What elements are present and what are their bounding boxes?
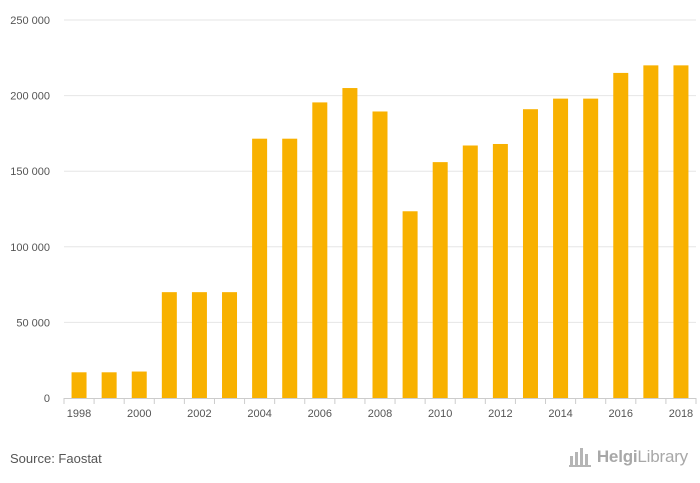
bar[interactable]	[583, 98, 599, 399]
bar[interactable]	[342, 88, 358, 398]
bar[interactable]	[432, 162, 448, 398]
bar[interactable]	[462, 145, 478, 398]
y-tick-label: 100 000	[10, 242, 50, 254]
x-tick-label: 2006	[308, 408, 332, 420]
y-tick-label: 50 000	[16, 317, 50, 329]
bar[interactable]	[522, 109, 538, 398]
y-axis-tick-labels: 0 50 000 100 000 150 000 200 000 250 000	[10, 15, 50, 405]
bar[interactable]	[131, 371, 147, 398]
brand-name: HelgiLibrary	[597, 447, 688, 467]
bar[interactable]	[312, 102, 328, 399]
y-tick-label: 250 000	[10, 15, 50, 27]
x-tick-label: 2012	[488, 408, 512, 420]
x-tick-label: 2008	[368, 408, 392, 420]
bar[interactable]	[492, 143, 508, 398]
bar[interactable]	[252, 138, 268, 398]
bar[interactable]	[71, 372, 87, 398]
x-tick-label: 2002	[187, 408, 211, 420]
x-tick-label: 2010	[428, 408, 452, 420]
bar[interactable]	[191, 292, 207, 398]
x-tick-label: 2014	[548, 408, 572, 420]
x-axis-tick-labels: 1998 2000 2002 2004 2006 2008 2010 2012 2014 2016…	[67, 408, 693, 420]
x-tick-label: 2004	[247, 408, 271, 420]
y-tick-label: 200 000	[10, 91, 50, 103]
brand-suffix: Library	[637, 447, 688, 466]
bar[interactable]	[372, 111, 388, 398]
x-tick-label: 1998	[67, 408, 91, 420]
y-tick-label: 150 000	[10, 166, 50, 178]
bar[interactable]	[282, 138, 298, 398]
x-tick-label: 2000	[127, 408, 151, 420]
x-tick-label: 2018	[669, 408, 693, 420]
bar[interactable]	[673, 65, 689, 399]
source-note: Source: Faostat	[10, 451, 102, 466]
bar[interactable]	[613, 72, 629, 399]
bar-chart: 0 50 000 100 000 150 000 200 000 250 000 1998…	[10, 15, 697, 420]
y-tick-label: 0	[44, 393, 50, 405]
bar[interactable]	[643, 65, 659, 399]
bar[interactable]	[222, 292, 238, 398]
x-axis	[63, 398, 697, 404]
bar[interactable]	[402, 211, 418, 398]
x-tick-label: 2016	[609, 408, 633, 420]
bars	[71, 65, 689, 399]
bar-stripes-logo-icon	[568, 448, 591, 467]
bar[interactable]	[101, 372, 117, 398]
brand-logo[interactable]: HelgiLibrary	[568, 446, 688, 468]
brand-prefix: Helgi	[596, 447, 638, 466]
bar[interactable]	[553, 98, 569, 399]
bar[interactable]	[161, 292, 177, 398]
